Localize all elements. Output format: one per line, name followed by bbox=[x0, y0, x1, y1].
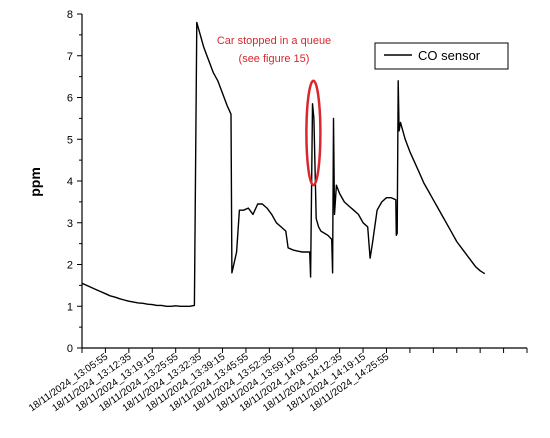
annotation-line-2: (see figure 15) bbox=[239, 53, 310, 65]
legend: CO sensor bbox=[374, 42, 509, 70]
annotation-line-1: Car stopped in a queue bbox=[217, 35, 331, 47]
annotation-highlight-ellipse bbox=[305, 79, 322, 187]
y-tick-label: 1 bbox=[67, 301, 73, 313]
y-tick-label: 7 bbox=[67, 51, 73, 63]
y-tick-label: 2 bbox=[67, 260, 73, 272]
y-axis-title: ppm bbox=[27, 167, 43, 197]
y-tick-label: 6 bbox=[67, 93, 73, 105]
legend-label-co-sensor: CO sensor bbox=[418, 48, 481, 63]
annotation: Car stopped in a queue (see figure 15) bbox=[217, 35, 331, 187]
y-tick-label: 0 bbox=[67, 343, 73, 355]
plot-area bbox=[81, 21, 486, 307]
axes bbox=[77, 13, 528, 353]
y-tick-label: 5 bbox=[67, 134, 73, 146]
tick-labels: 01234567818/11/2024_13:05:5518/11/2024_1… bbox=[27, 9, 392, 414]
legend-box bbox=[374, 42, 509, 70]
y-tick-label: 8 bbox=[67, 9, 73, 21]
series-line-co-sensor bbox=[81, 21, 486, 307]
y-tick-label: 3 bbox=[67, 218, 73, 230]
y-tick-label: 4 bbox=[67, 176, 73, 188]
